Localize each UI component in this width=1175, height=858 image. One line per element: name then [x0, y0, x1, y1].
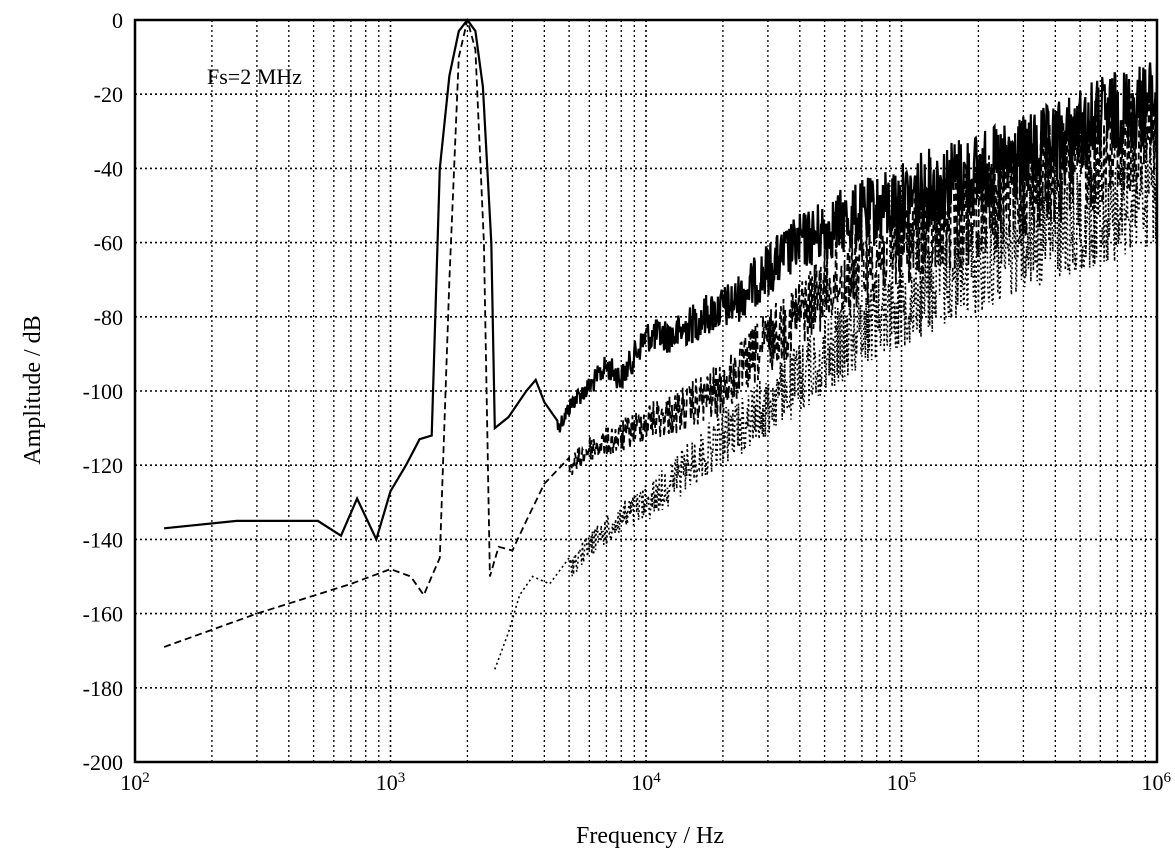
- series-line-dotted: [494, 140, 1158, 670]
- y-tick-label: -140: [83, 527, 123, 552]
- x-tick-label: 103: [376, 770, 406, 795]
- y-tick-label: -20: [94, 82, 123, 107]
- y-tick-label: -160: [83, 602, 123, 627]
- y-tick-label: -120: [83, 453, 123, 478]
- y-tick-label: -100: [83, 379, 123, 404]
- sampling-rate-annotation: Fs=2 MHz: [207, 64, 302, 89]
- x-axis-title: Frequency / Hz: [576, 823, 724, 849]
- y-tick-label: -200: [83, 750, 123, 775]
- x-tick-label: 105: [887, 770, 917, 795]
- y-tick-label: -60: [94, 231, 123, 256]
- y-tick-label: -80: [94, 305, 123, 330]
- series-line-solid: [163, 18, 1159, 543]
- y-tick-label: -40: [94, 156, 123, 181]
- series-layer: [163, 18, 1159, 670]
- plot-frame: [133, 18, 1159, 764]
- x-tick-labels: 102 103 104 105 106: [120, 770, 1171, 795]
- x-tick-label: 106: [1142, 770, 1172, 795]
- x-tick-label: 104: [631, 770, 661, 795]
- y-tick-labels: 0 -20 -40 -60 -80 -100 -120 -140 -160 -180 -200: [83, 8, 123, 775]
- x-tick-label: 102: [120, 770, 150, 795]
- y-tick-label: -180: [83, 676, 123, 701]
- series-line-dashed: [163, 19, 1158, 648]
- y-axis-title: Amplitude / dB: [20, 315, 46, 464]
- y-tick-label: 0: [112, 8, 123, 33]
